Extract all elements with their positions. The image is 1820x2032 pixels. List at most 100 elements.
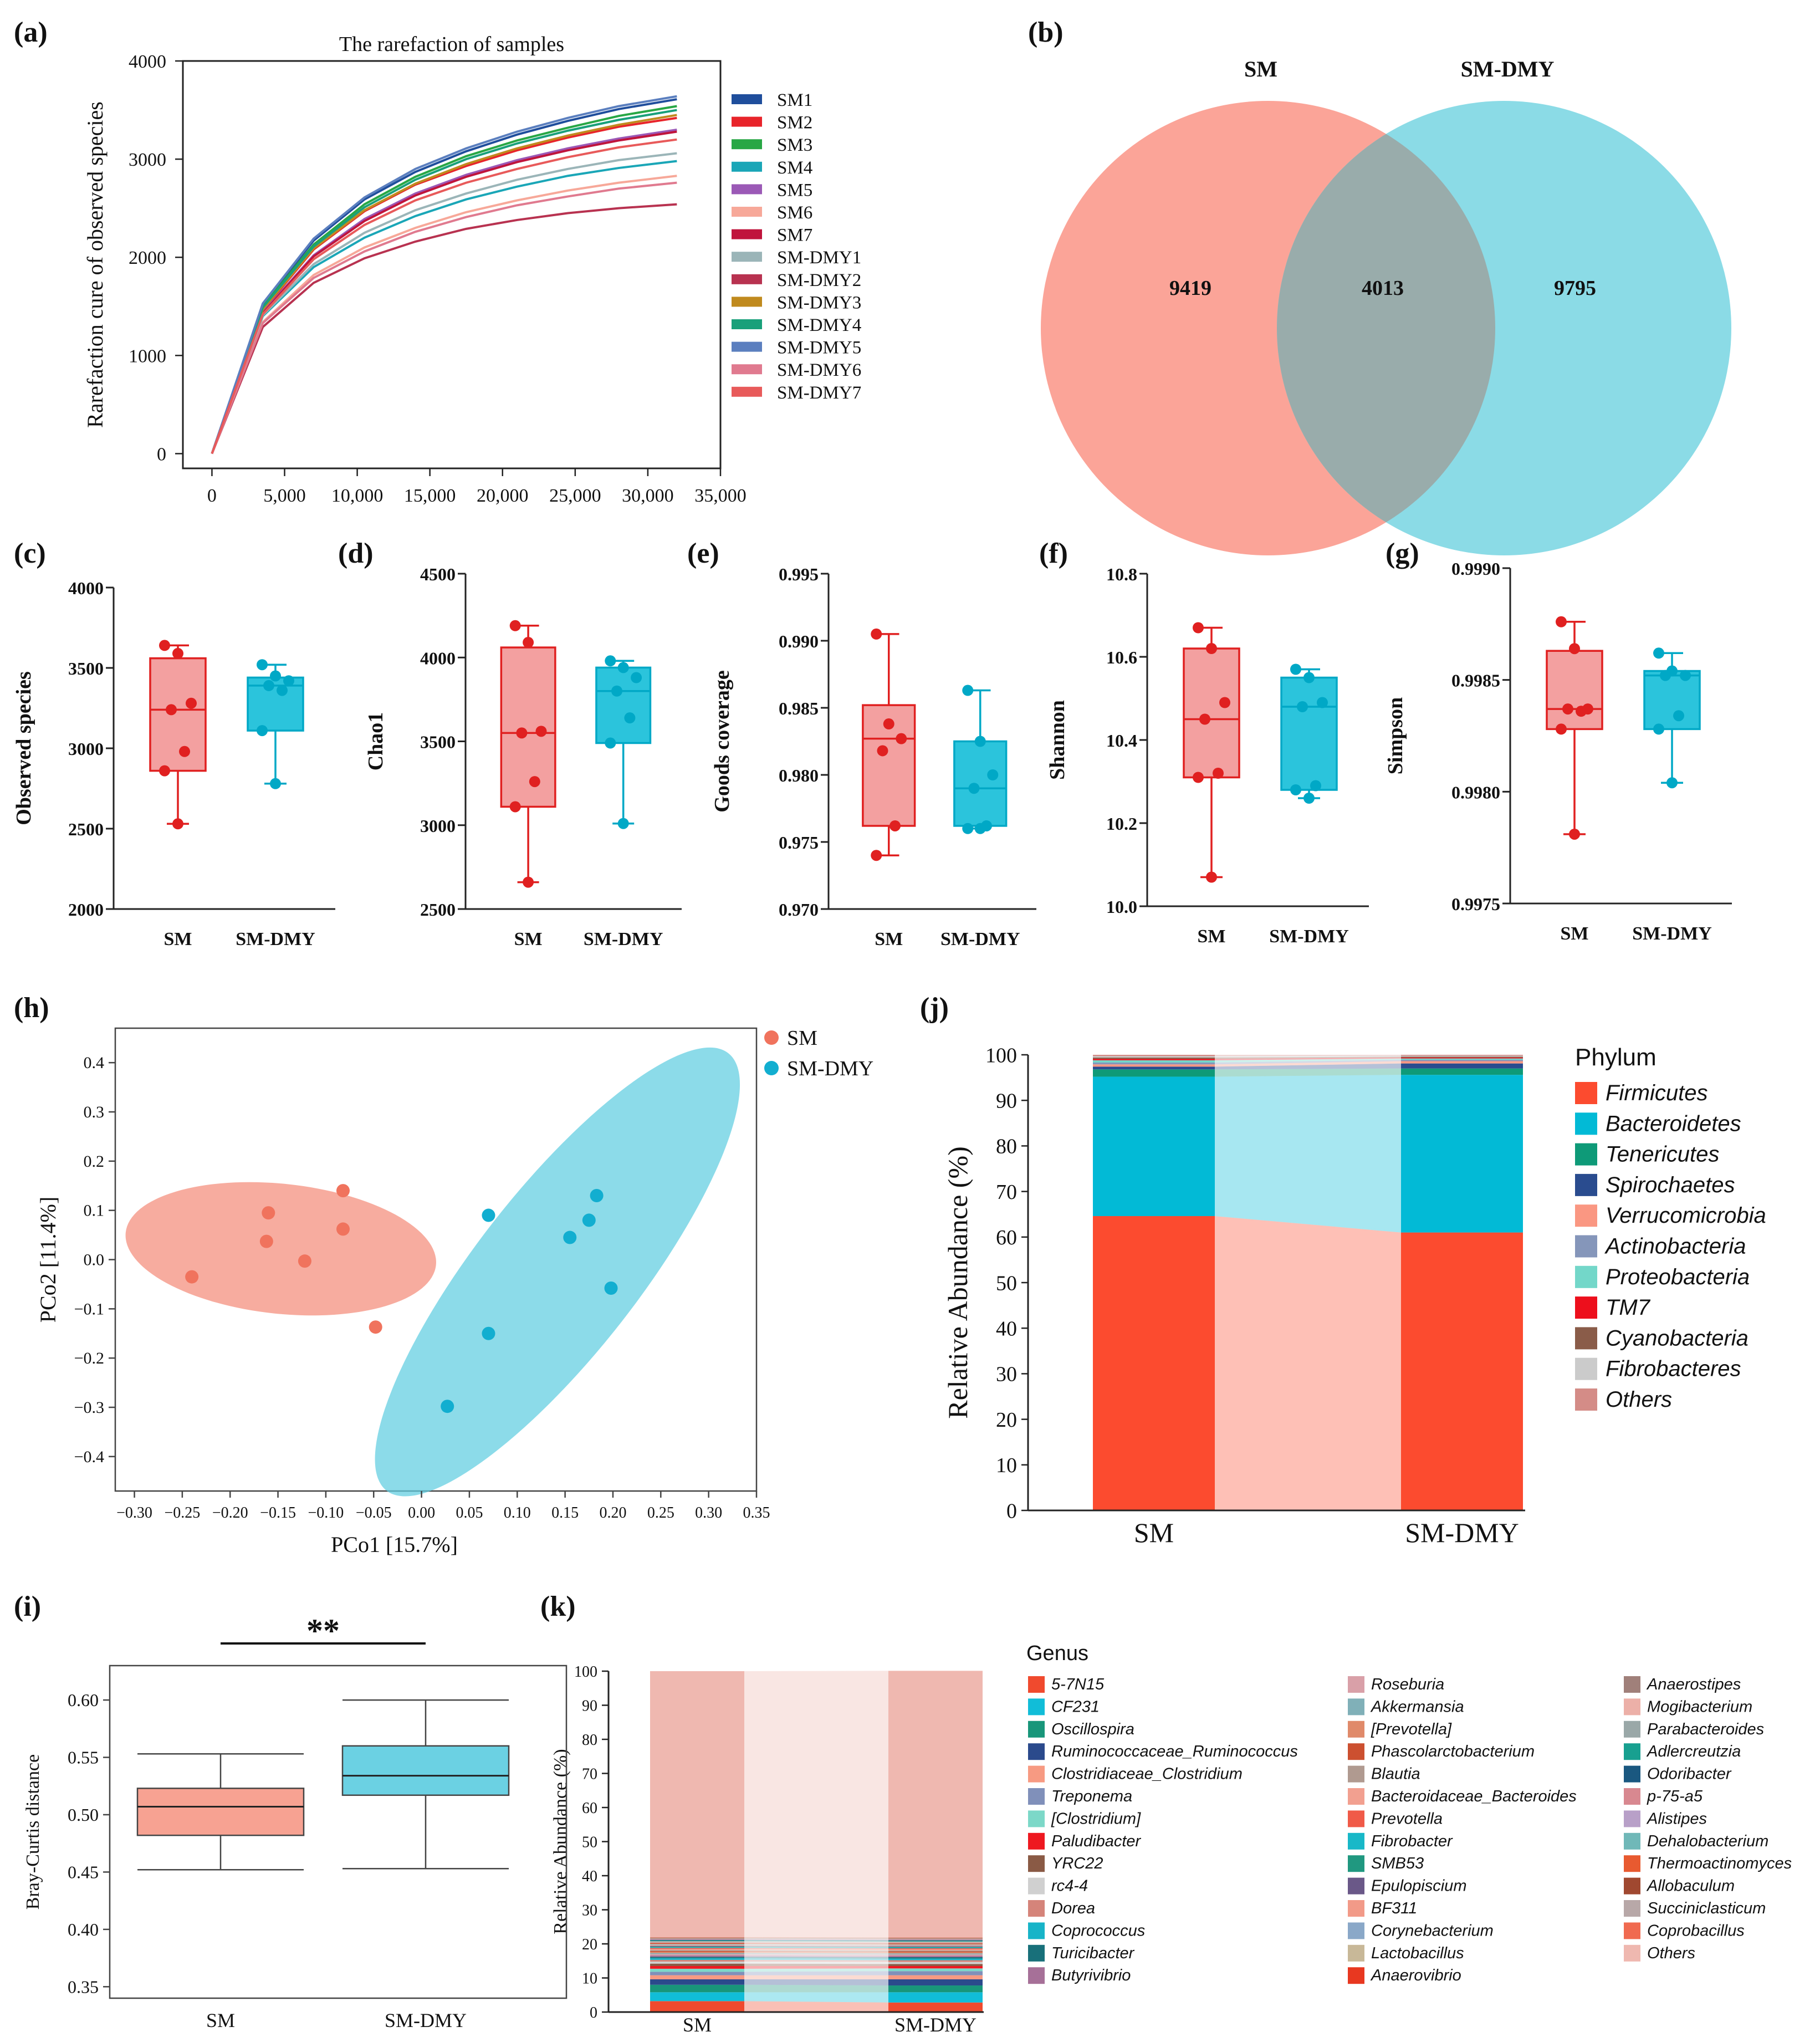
legend-label-Lactobacillus: Lactobacillus (1371, 1944, 1464, 1962)
flow-band-Dehalobacterium (744, 1938, 888, 1939)
y-tick-label: 0.9990 (1451, 559, 1500, 579)
bar-segment-SM-DMY-rc4-4 (888, 1962, 983, 1964)
chart-i-box: 0.35 0.40 0.45 0.50 0.55 0.60 Bray-Curtis dist… (23, 1612, 568, 2031)
series-line-SM1 (211, 98, 677, 455)
y-tick-label: 2500 (68, 819, 104, 839)
bar-segment-SM-DMY-Turicibacter (888, 1957, 983, 1959)
venn-count-SM-only: 9419 (1169, 277, 1211, 300)
data-point-SM-DMY (1653, 647, 1664, 659)
x-tick-label: −0.05 (356, 1504, 392, 1522)
bar-segment-SM-Prevotella (650, 1948, 744, 1949)
legend-swatch-Prevotella (1348, 1810, 1364, 1827)
data-point-SM-DMY (617, 662, 629, 673)
y-tick-label: 30 (582, 1902, 597, 1919)
data-point-SM (159, 640, 170, 651)
legend-swatch-Dorea (1028, 1900, 1045, 1917)
bar-segment-SM-Others (650, 1671, 744, 1937)
bar-segment-SM-DMY-Verrucomicrobia (1401, 1061, 1523, 1064)
bar-segment-SM-DMY-[Prevotella] (888, 1952, 983, 1954)
x-tick-label-SM-DMY: SM-DMY (1405, 1517, 1519, 1548)
y-tick-label: −0.3 (74, 1398, 104, 1417)
legend-label-SM-DMY4: SM-DMY4 (777, 315, 861, 335)
y-tick-label: 100 (985, 1044, 1017, 1067)
flow-band-Oscillospira (744, 1984, 888, 1993)
y-axis-label: Simpson (1384, 697, 1407, 774)
bar-segment-SM-Parabacteroides (650, 1941, 744, 1942)
flow-band-Parabacteroides (744, 1941, 888, 1942)
legend-label-Coprococcus: Coprococcus (1051, 1922, 1145, 1939)
data-point-SM-DMY (1660, 670, 1671, 681)
y-tick-label: 1000 (129, 346, 166, 366)
bar-segment-SM-DMY-Odoribacter (888, 1940, 983, 1941)
legend-label-TM7: TM7 (1606, 1295, 1651, 1320)
bar-segment-SM-Odoribacter (650, 1939, 744, 1941)
legend-label-CF231: CF231 (1051, 1698, 1100, 1716)
y-tick-label: 0.9980 (1451, 782, 1500, 802)
data-point-SM (185, 1270, 199, 1284)
legend-label-[Prevotella]: [Prevotella] (1371, 1720, 1452, 1738)
legend-swatch-5-7N15 (1028, 1676, 1045, 1693)
legend-label-Tenericutes: Tenericutes (1606, 1142, 1719, 1167)
data-point-SM-DMY (1303, 672, 1315, 683)
data-point-SM-DMY (962, 685, 974, 696)
x-tick-label: −0.30 (116, 1504, 152, 1522)
y-tick-label: 4500 (420, 564, 456, 584)
flow-band-Anaerovibrio (744, 1943, 888, 1944)
y-tick-label: 0 (157, 444, 166, 464)
chart-g-box: 0.9975 0.9980 0.9985 0.9990 Simpson SM SM-DMY (1384, 559, 1732, 944)
data-point-SM-DMY (624, 712, 636, 724)
legend-swatch-Dehalobacterium (1624, 1832, 1640, 1850)
legend-swatch-Parabacteroides (1624, 1720, 1640, 1738)
bar-segment-SM-DMY-CF231 (888, 1992, 983, 2003)
data-point-SM (516, 727, 528, 739)
legend-label-SM-DMY6: SM-DMY6 (777, 360, 861, 380)
legend-swatch-Actinobacteria (1575, 1235, 1597, 1258)
data-point-SM-DMY (263, 680, 274, 691)
legend-swatch-Alistipes (1624, 1810, 1640, 1827)
legend-swatch-Spirochaetes (1575, 1173, 1597, 1196)
legend-swatch-Corynebacterium (1348, 1922, 1364, 1939)
legend-label-Fibrobacteres: Fibrobacteres (1606, 1357, 1741, 1381)
data-point-SM (336, 1222, 350, 1236)
data-point-SM-DMY (270, 778, 281, 789)
legend-swatch-SMB53 (1348, 1855, 1364, 1872)
flow-band-Spirochaetes (1215, 1063, 1401, 1070)
y-tick-label: 60 (582, 1800, 597, 1817)
chart-f-box: 10.0 10.2 10.4 10.6 10.8 Shannon SM SM-DMY (1046, 564, 1369, 947)
plot-frame (109, 1665, 568, 1999)
flow-band-Coprococcus (744, 1958, 888, 1960)
data-point-SM-DMY (482, 1208, 495, 1222)
legend-swatch-Coprococcus (1028, 1922, 1045, 1939)
legend-swatch-Blautia (1348, 1765, 1364, 1783)
legend-label-Oscillospira: Oscillospira (1051, 1720, 1134, 1738)
data-point-SM-DMY (974, 736, 986, 747)
y-tick-label: 0.55 (68, 1748, 99, 1768)
series-line-SM-DMY1 (211, 152, 677, 455)
bar-segment-SM-Coprobacillus (650, 1937, 744, 1938)
legend-swatch-Allobaculum (1624, 1877, 1640, 1895)
y-tick-label: 70 (996, 1181, 1017, 1204)
flow-band-Fibrobacter (744, 1947, 888, 1948)
data-point-SM (509, 801, 521, 813)
data-point-SM (896, 733, 907, 744)
box-SM (500, 646, 556, 808)
legend-swatch-Tenericutes (1575, 1143, 1597, 1166)
legend-swatch-Anaerovibrio (1348, 1967, 1364, 1984)
legend-swatch-SM-DMY5 (732, 341, 762, 352)
flow-band-Bacteroidaceae_Bacteroides (744, 1949, 888, 1951)
data-point-SM-DMY (1653, 723, 1664, 735)
flow-band-Anaerostipes (744, 1942, 888, 1944)
flow-band-Clostridiaceae_Clostridium (744, 1975, 888, 1979)
x-tick-label: 5,000 (263, 486, 306, 506)
flow-band-Actinobacteria (1215, 1060, 1401, 1065)
flow-band-Mogibacterium (744, 1942, 888, 1943)
y-tick-label: 3500 (420, 732, 456, 752)
flow-band-Fibrobacteres (1215, 1055, 1401, 1058)
data-point-SM (172, 818, 183, 830)
legend-label-SMB53: SMB53 (1371, 1855, 1424, 1872)
legend-label-Allobaculum: Allobaculum (1646, 1877, 1735, 1895)
legend-label-YRC22: YRC22 (1051, 1855, 1103, 1872)
data-point-SM (1556, 616, 1567, 627)
significance-marker: ** (306, 1612, 340, 1649)
legend-swatch-Lactobacillus (1348, 1944, 1364, 1962)
